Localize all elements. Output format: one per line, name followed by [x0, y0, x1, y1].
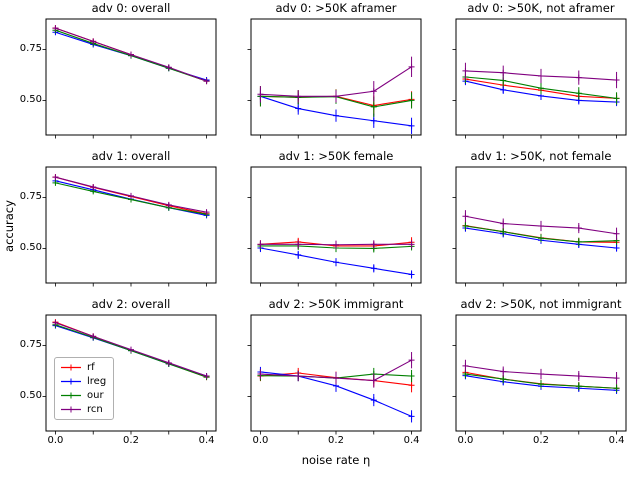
legend-item-lreg: lreg [60, 375, 106, 388]
chart-canvas [42, 314, 217, 435]
chart-canvas [247, 18, 422, 139]
legend-label: rf [87, 362, 95, 373]
subplot-adv2-immigrant: adv 2: >50K immigrant 0.0 0.2 0.4 [243, 298, 429, 446]
chart-canvas [452, 314, 627, 435]
legend-label: rcn [87, 404, 103, 415]
x-tick-label: 0.2 [123, 435, 139, 446]
y-tick-label: 0.75 [19, 339, 42, 351]
x-tick-label: 0.0 [457, 435, 474, 446]
subplot-title: adv 2: >50K immigrant [268, 297, 404, 311]
legend-marker-icon [61, 406, 81, 413]
chart-canvas [42, 18, 217, 139]
subplot-adv2-overall: adv 2: overall 0.75 0.50 0.0 0.2 0.4 rf lreg ou… [20, 298, 224, 446]
subplot-adv0-overall: adv 0: overall 0.75 0.50 [20, 2, 224, 143]
chart-canvas [452, 18, 627, 139]
x-tick-label: 0.4 [608, 435, 625, 446]
legend-marker-icon [61, 392, 81, 399]
subplot-title: adv 2: >50K, not immigrant [460, 297, 622, 311]
legend-item-our: our [60, 389, 106, 402]
subplot-adv2-not-immigrant: adv 2: >50K, not immigrant 0.0 0.2 0.4 [448, 298, 634, 446]
chart-canvas [42, 166, 217, 287]
subplot-title: adv 1: overall [91, 149, 171, 163]
x-tick-label: 0.0 [47, 435, 64, 446]
subplot-title: adv 1: >50K, not female [470, 149, 612, 163]
x-tick-label: 0.2 [328, 435, 344, 446]
chart-canvas [247, 314, 422, 435]
y-tick-label: 0.75 [19, 43, 42, 55]
y-tick-label: 0.50 [19, 241, 42, 253]
subplot-adv1-not-female: adv 1: >50K, not female [448, 150, 634, 291]
x-axis-label: noise rate η [301, 453, 371, 467]
subplot-adv0-aframer: adv 0: >50K aframer [243, 2, 429, 143]
chart-canvas [247, 166, 422, 287]
x-tick-label: 0.4 [403, 435, 420, 446]
legend-marker-icon [61, 364, 81, 371]
legend-marker-icon [61, 378, 81, 385]
subplot-title: adv 0: >50K, not aframer [467, 1, 615, 15]
x-tick-label: 0.4 [198, 435, 215, 446]
legend-item-rf: rf [60, 361, 106, 374]
y-tick-label: 0.50 [19, 389, 42, 401]
y-tick-label: 0.50 [19, 93, 42, 105]
legend-item-rcn: rcn [60, 403, 106, 416]
legend: rf lreg our rcn [54, 357, 115, 420]
subplot-adv1-female: adv 1: >50K female [243, 150, 429, 291]
x-tick-label: 0.2 [533, 435, 549, 446]
legend-label: our [87, 390, 104, 401]
subplot-title: adv 0: overall [91, 1, 171, 15]
subplot-adv1-overall: adv 1: overall 0.75 0.50 [20, 150, 224, 291]
x-tick-label: 0.0 [252, 435, 269, 446]
chart-canvas [452, 166, 627, 287]
subplot-title: adv 0: >50K aframer [275, 1, 397, 15]
subplot-adv0-not-aframer: adv 0: >50K, not aframer [448, 2, 634, 143]
subplot-title: adv 1: >50K female [278, 149, 394, 163]
legend-label: lreg [87, 376, 107, 387]
subplot-title: adv 2: overall [91, 297, 171, 311]
y-tick-label: 0.75 [19, 191, 42, 203]
